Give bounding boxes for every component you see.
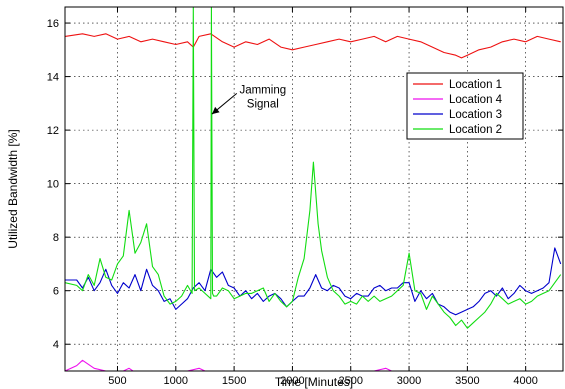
y-tick-label: 8 (53, 232, 59, 244)
legend-label: Location 2 (449, 124, 502, 136)
annotation-arrow-head (212, 106, 220, 115)
annotation-line-1: Jamming (239, 84, 286, 96)
y-axis-label: Utilized Bandwidth [%] (6, 129, 20, 248)
legend-label: Location 3 (449, 109, 502, 121)
grid-lines (65, 7, 563, 371)
y-tick-label: 6 (53, 286, 59, 298)
y-tick-label: 16 (47, 18, 59, 30)
y-tick-label: 4 (53, 339, 59, 351)
series-line-location-1 (65, 33, 561, 59)
x-tick-label: 2500 (338, 375, 362, 387)
series-line-location-3 (65, 247, 562, 316)
x-tick-label: 500 (108, 375, 126, 387)
series-line-location-2 (65, 7, 562, 329)
x-tick-label: 1500 (222, 375, 246, 387)
series-layer (65, 7, 562, 371)
y-tick-label: 10 (47, 179, 59, 191)
y-tick-label: 12 (47, 125, 59, 137)
legend-label: Location 1 (449, 79, 502, 91)
x-axis-label: Time [Minutes] (275, 375, 353, 389)
plot-frame (64, 6, 564, 372)
x-tick-label: 1000 (164, 375, 188, 387)
x-tick-label: 4000 (513, 375, 537, 387)
x-tick-label: 3500 (455, 375, 479, 387)
jamming-annotation: Jamming Signal (211, 84, 286, 115)
y-tick-label: 14 (47, 72, 59, 84)
annotation-line-2: Signal (247, 98, 279, 110)
legend-label: Location 4 (449, 94, 503, 106)
legend: Location 1 Location 4 Location 3 Location 2 (406, 72, 524, 140)
x-tick-label: 2000 (280, 375, 304, 387)
axis-ticks: 500 1000 1500 2000 2500 3000 3500 4000 4 6 8 10 12 14… (47, 7, 563, 387)
x-tick-label: 3000 (397, 375, 421, 387)
